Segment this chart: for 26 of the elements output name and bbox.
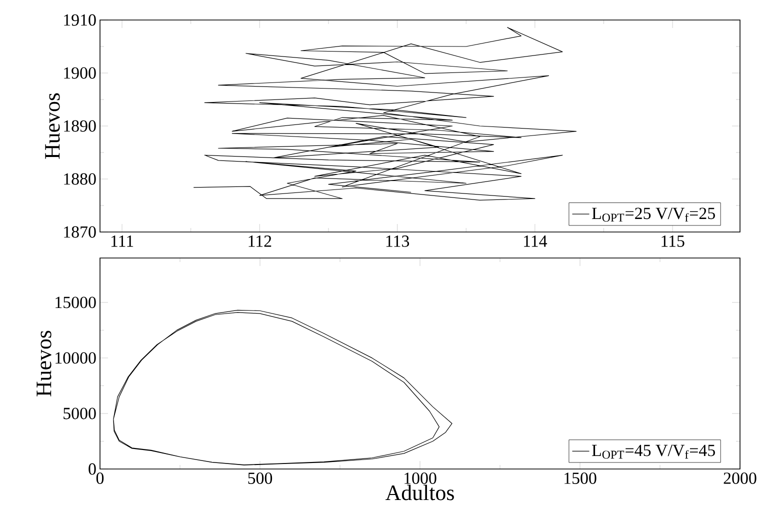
line-series xyxy=(113,310,452,466)
y-tick-label: 5000 xyxy=(64,408,96,420)
x-tick-label: 111 xyxy=(111,236,134,247)
y-axis-title: Huevos xyxy=(45,93,60,159)
y-axis-title: Huevos xyxy=(36,330,52,396)
y-tick-label: 1890 xyxy=(64,120,96,132)
line-series xyxy=(193,27,577,200)
y-tick-label: 1870 xyxy=(64,226,96,238)
x-axis-title: Adultos xyxy=(386,484,454,500)
legend-label: L$_{OPT}$=25 V/V$_{f}$=25 xyxy=(592,208,715,222)
legend-label: L$_{OPT}$=45 V/V$_{f}$=45 xyxy=(592,444,715,459)
y-tick-label: 10000 xyxy=(56,352,96,364)
x-tick-label: 1500 xyxy=(564,472,596,484)
y-tick-label: 1880 xyxy=(64,173,96,185)
y-tick-label: 0 xyxy=(88,463,96,475)
x-tick-label: 114 xyxy=(524,236,548,247)
x-tick-label: 115 xyxy=(662,236,684,247)
x-tick-label: 0 xyxy=(96,472,104,484)
x-tick-label: 112 xyxy=(248,236,272,247)
y-tick-label: 1900 xyxy=(64,67,96,79)
x-tick-label: 500 xyxy=(248,472,272,484)
x-tick-label: 2000 xyxy=(724,472,756,484)
x-tick-label: 1000 xyxy=(404,472,436,484)
x-tick-label: 113 xyxy=(386,236,410,247)
y-tick-label: 15000 xyxy=(56,296,96,308)
y-tick-label: 1910 xyxy=(64,14,96,26)
